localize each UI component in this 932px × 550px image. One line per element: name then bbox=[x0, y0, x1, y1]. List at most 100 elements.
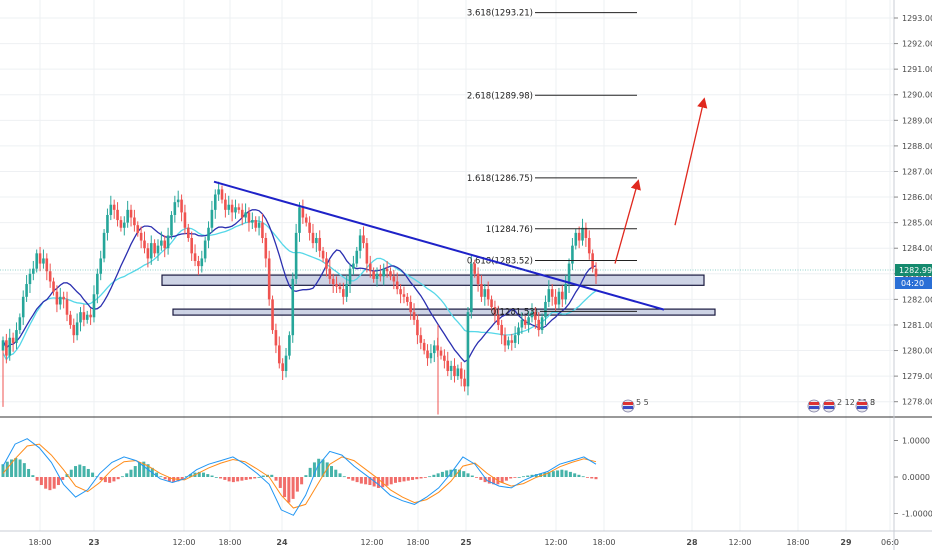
price-zone[interactable] bbox=[161, 274, 705, 286]
trendline-line[interactable] bbox=[213, 180, 665, 311]
macd-bar bbox=[253, 477, 257, 479]
macd-bar bbox=[436, 473, 440, 477]
candle-body bbox=[102, 232, 106, 259]
candle-body bbox=[143, 240, 146, 249]
candle-body bbox=[534, 312, 537, 320]
time-tick-label: 23 bbox=[88, 538, 99, 547]
candle-body bbox=[470, 263, 473, 313]
macd-bar bbox=[231, 477, 235, 483]
candle-body bbox=[311, 232, 315, 244]
current-price-tag bbox=[895, 264, 932, 276]
candle-body bbox=[271, 299, 274, 331]
candle-body bbox=[240, 209, 244, 218]
price-tick-label: 1280.000 bbox=[902, 347, 932, 356]
macd-bar bbox=[453, 468, 457, 477]
flag-icon bbox=[623, 402, 633, 405]
candle-body bbox=[382, 268, 386, 277]
macd-bar bbox=[167, 477, 171, 482]
projection-arrows[interactable] bbox=[614, 97, 708, 264]
indicator-tick-label: -1.0000 bbox=[902, 510, 932, 519]
candle-body bbox=[429, 353, 433, 359]
macd-bar bbox=[86, 468, 90, 477]
candle-body bbox=[163, 240, 167, 249]
macd-bar bbox=[590, 477, 594, 479]
time-tick-label: 18:00 bbox=[592, 538, 615, 547]
candle-body bbox=[304, 217, 308, 223]
macd-bar bbox=[146, 464, 150, 477]
candle-body bbox=[412, 312, 416, 320]
candle-body bbox=[507, 340, 510, 346]
candle-body bbox=[385, 268, 389, 272]
macd-bar bbox=[240, 477, 244, 481]
candle-body bbox=[261, 222, 264, 238]
ma-fast-line bbox=[2, 220, 597, 361]
candle-body bbox=[557, 291, 561, 305]
candle-body bbox=[119, 220, 123, 228]
macd-bar bbox=[564, 470, 568, 477]
candle-body bbox=[449, 365, 453, 372]
macd-bar bbox=[274, 477, 278, 481]
candle-body bbox=[176, 199, 180, 203]
candle-body bbox=[109, 204, 113, 215]
macd-bar bbox=[419, 477, 423, 479]
macd-bar bbox=[189, 474, 193, 477]
indicator-axis[interactable]: 1.0000 0.0000 -1.0000 bbox=[894, 437, 932, 519]
macd-bar bbox=[133, 466, 137, 477]
macd-bar bbox=[351, 477, 355, 481]
price-tick-label: 1291.000 bbox=[902, 65, 932, 74]
time-axis[interactable]: 18:00 23 12:00 18:00 24 12:00 18:00 25 12:00 18:0… bbox=[28, 538, 899, 547]
current-price-value: 1282.99 bbox=[899, 266, 932, 275]
candle-body bbox=[591, 253, 594, 269]
macd-bar bbox=[547, 471, 551, 477]
macd-bar bbox=[415, 477, 419, 480]
candle-body bbox=[92, 294, 96, 318]
candle-body bbox=[422, 342, 426, 351]
price-tick-label: 1284.000 bbox=[902, 244, 932, 253]
macd-bar bbox=[355, 477, 359, 483]
time-tick-label: 29 bbox=[840, 538, 852, 547]
projection-arrow[interactable] bbox=[614, 179, 641, 264]
fib-level-label: 0.618(1283.52) bbox=[467, 256, 533, 266]
time-tick-label: 06:0 bbox=[881, 538, 899, 547]
candle-body bbox=[443, 355, 446, 361]
macd-bar bbox=[321, 459, 325, 477]
candle-body bbox=[294, 232, 298, 279]
candle-body bbox=[38, 253, 42, 264]
time-tick-label: 12:00 bbox=[728, 538, 751, 547]
candle-body bbox=[28, 273, 32, 285]
macd-bar bbox=[577, 474, 581, 477]
macd-bar bbox=[44, 477, 48, 489]
candle-body bbox=[5, 340, 8, 356]
macd-bar bbox=[406, 477, 410, 481]
candle-body bbox=[251, 220, 254, 223]
macd-bar bbox=[475, 477, 479, 478]
price-tick-label: 1285.000 bbox=[902, 219, 932, 228]
macd-bar bbox=[202, 472, 206, 477]
price-axis[interactable]: 1293.000 1292.000 1291.000 1290.000 1289.000… bbox=[894, 14, 932, 407]
candle-body bbox=[146, 248, 150, 259]
projection-arrow[interactable] bbox=[674, 97, 708, 226]
macd-bar bbox=[142, 461, 146, 477]
candle-body bbox=[18, 317, 22, 331]
candle-body bbox=[227, 204, 231, 210]
macd-bar bbox=[22, 463, 26, 477]
trendline[interactable] bbox=[213, 180, 665, 311]
fibonacci-extension[interactable]: 3.618(1293.21) 2.618(1289.98) 1.618(1286.7… bbox=[467, 9, 637, 318]
macd-bar bbox=[428, 476, 432, 478]
candle-body bbox=[368, 263, 372, 272]
candle-body bbox=[550, 289, 554, 297]
candle-body bbox=[58, 296, 62, 305]
candlestick-series bbox=[1, 181, 598, 415]
candle-body bbox=[298, 207, 301, 233]
economic-event-markers[interactable]: 5 5 2 12 11 38 bbox=[621, 398, 875, 413]
price-zone[interactable] bbox=[172, 308, 716, 316]
support-resistance-zones[interactable] bbox=[161, 274, 716, 316]
candle-body bbox=[133, 217, 136, 226]
macd-bar bbox=[504, 477, 508, 481]
time-tick-label: 28 bbox=[686, 538, 698, 547]
macd-bar bbox=[125, 473, 129, 477]
candle-body bbox=[230, 204, 234, 213]
candle-body bbox=[486, 289, 490, 300]
time-tick-label: 12:00 bbox=[544, 538, 567, 547]
